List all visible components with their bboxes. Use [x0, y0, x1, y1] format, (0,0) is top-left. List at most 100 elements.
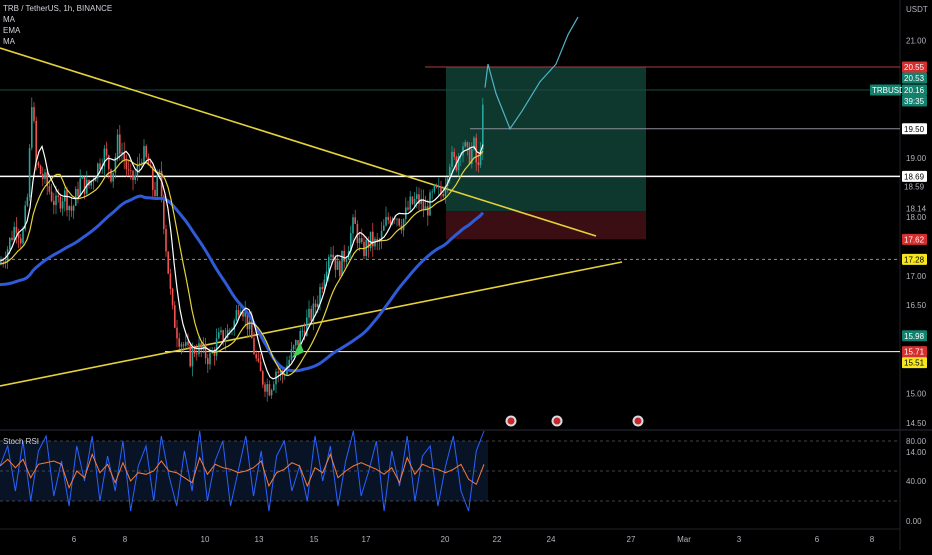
time-tick-label: 6 — [72, 535, 77, 544]
candle-body — [345, 258, 348, 262]
candle-body — [81, 176, 84, 179]
candle-body — [147, 156, 150, 166]
candle-body — [389, 220, 392, 224]
price-tag-box[interactable] — [902, 357, 927, 369]
stoch-d-line[interactable] — [0, 452, 485, 490]
candle-body — [110, 169, 112, 182]
price-tag-box[interactable] — [902, 233, 927, 245]
price-tag-label[interactable]: 18.69 — [904, 172, 925, 181]
candle-body — [317, 303, 319, 307]
price-tag-label[interactable]: 20.53 — [904, 74, 925, 83]
price-tag-label[interactable]: 18.59 — [904, 182, 925, 191]
candle-body — [341, 250, 343, 276]
candle-body — [431, 191, 433, 193]
indicator-ema-label[interactable]: EMA — [3, 26, 21, 35]
ema-yellow-line[interactable] — [0, 150, 484, 377]
candle-body — [453, 151, 455, 157]
candle-body — [253, 338, 255, 355]
candle-body — [66, 190, 68, 211]
stop-zone[interactable] — [446, 211, 646, 240]
price-tag-label[interactable]: 39:35 — [904, 97, 925, 106]
indicator-ma2-label[interactable]: MA — [3, 37, 15, 46]
candle-body — [350, 233, 352, 252]
candle-body — [53, 200, 55, 206]
price-tag-label[interactable]: 15.98 — [904, 332, 925, 341]
descending-trendline[interactable] — [0, 47, 597, 237]
candle-body — [310, 308, 312, 321]
target-zone[interactable] — [446, 67, 646, 212]
price-tag-box[interactable] — [870, 84, 901, 96]
time-tick-label: 27 — [627, 535, 636, 544]
candle-body — [297, 340, 299, 345]
candle-body — [50, 191, 53, 201]
candle-body — [262, 371, 264, 385]
stoch-rsi-label[interactable]: Stoch RSI — [3, 437, 40, 446]
candle-body — [154, 189, 156, 197]
symbol-title[interactable]: TRB / TetherUS, 1h, BINANCE — [3, 4, 113, 13]
chart-legend: TRB / TetherUS, 1h, BINANCE MA EMA MA — [3, 3, 112, 47]
candle-body — [99, 163, 101, 170]
indicator-ma-label[interactable]: MA — [3, 15, 15, 24]
candle-body — [424, 206, 427, 210]
candle-body — [440, 186, 442, 195]
price-tag-box[interactable] — [902, 95, 927, 107]
price-tick-label: 19.00 — [906, 154, 927, 163]
candle-body — [449, 166, 451, 179]
candle-body — [143, 146, 145, 163]
candle-body — [321, 287, 323, 290]
candle-body — [319, 287, 321, 304]
candle-body — [429, 192, 431, 216]
candle-body — [37, 162, 40, 166]
candle-body — [268, 384, 271, 396]
candle-body — [235, 310, 238, 321]
candle-body — [473, 137, 475, 150]
candle-body — [167, 251, 169, 274]
candle-body — [314, 303, 317, 307]
candle-body — [4, 260, 7, 263]
candle-body — [22, 229, 24, 244]
candle-body — [233, 320, 235, 330]
price-tag-box[interactable] — [902, 346, 927, 358]
price-tag-label[interactable]: TRBUSDT — [872, 86, 910, 95]
candle-body — [343, 250, 345, 262]
candle-body — [152, 167, 154, 190]
price-tag-box[interactable] — [902, 61, 927, 73]
time-tick-label: 8 — [870, 535, 875, 544]
price-tag-box[interactable] — [902, 253, 927, 265]
price-tag-label[interactable]: 15.71 — [904, 348, 925, 357]
price-tag-box[interactable] — [902, 84, 927, 96]
candle-body — [141, 162, 143, 164]
price-tag-label[interactable]: 19.50 — [904, 125, 925, 134]
candle-body — [97, 163, 99, 179]
candle-body — [0, 262, 2, 265]
projection-path[interactable] — [484, 16, 579, 131]
price-tick-label: 17.00 — [906, 272, 927, 281]
ma-blue-line[interactable] — [0, 194, 485, 373]
candle-body — [213, 350, 216, 356]
price-tag-label[interactable]: 20.55 — [904, 63, 925, 72]
time-tick-label: 15 — [310, 535, 319, 544]
price-tag-box[interactable] — [902, 72, 927, 84]
candle-body — [171, 288, 174, 306]
candle-body — [48, 186, 51, 192]
time-tick-label: 20 — [441, 535, 450, 544]
stoch-k-line[interactable] — [0, 430, 485, 512]
candle-body — [354, 217, 356, 224]
price-tag-label[interactable]: 20.16 — [904, 86, 925, 95]
price-tag-label[interactable]: 17.28 — [904, 255, 925, 264]
price-tag-label[interactable]: 15.51 — [904, 359, 925, 368]
candle-body — [187, 341, 189, 346]
candle-body — [332, 254, 334, 258]
ma-white-line[interactable] — [0, 144, 484, 380]
price-tag-box[interactable] — [902, 123, 927, 135]
price-tag-label[interactable]: 17.62 — [904, 235, 925, 244]
candle-body — [407, 207, 409, 210]
candle-body — [471, 149, 473, 164]
candle-body — [352, 217, 354, 234]
price-tag-box[interactable] — [902, 170, 927, 182]
price-tag-box[interactable] — [902, 330, 927, 342]
stoch-tick-label: 80.00 — [906, 437, 927, 446]
long-entry-marker[interactable] — [292, 342, 304, 358]
